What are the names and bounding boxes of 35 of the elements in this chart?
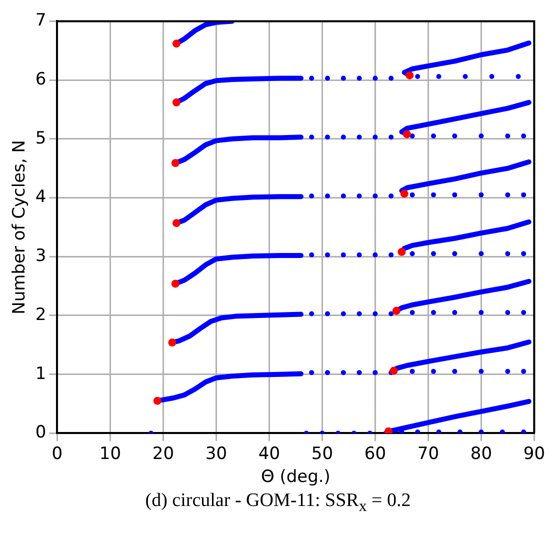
x-tick-label: 40 — [258, 444, 280, 464]
x-tick-label: 0 — [52, 444, 63, 464]
x-tick-label: 50 — [311, 444, 334, 464]
y-tick-label: 3 — [35, 246, 46, 266]
y-tick-label: 5 — [35, 128, 46, 148]
point — [402, 130, 411, 138]
point — [384, 427, 392, 434]
point — [172, 40, 180, 48]
y-axis-title: Number of Cycles, N — [10, 140, 30, 314]
text: (d) circular - GOM-11: SSR$_{x}$ = 0.2 — [144, 490, 412, 516]
y-tick-label: 2 — [35, 304, 46, 325]
point — [392, 306, 400, 315]
y-tick-label: 0 — [35, 422, 46, 443]
y-tick-label: 6 — [35, 69, 46, 90]
point — [153, 396, 162, 405]
y-tick-label: 1 — [35, 364, 46, 384]
point — [172, 98, 180, 106]
point — [390, 366, 398, 375]
x-tick-label: 10 — [99, 444, 122, 464]
x-tick-label: 30 — [205, 444, 228, 464]
point — [171, 159, 180, 168]
x-tick-label: 90 — [523, 444, 546, 464]
point — [406, 71, 414, 80]
x-tick-label: 20 — [152, 444, 174, 464]
x-tick-label: 70 — [417, 444, 440, 464]
y-tick-label: 7 — [35, 10, 46, 31]
x-tick-label: 60 — [364, 444, 386, 464]
x-axis-title: Θ (deg.) — [260, 467, 330, 488]
point — [172, 219, 180, 228]
point — [168, 338, 176, 347]
point — [171, 280, 180, 288]
point — [398, 248, 406, 256]
point — [400, 190, 408, 198]
y-tick-label: 4 — [35, 187, 46, 208]
x-tick-label: 80 — [470, 444, 492, 464]
